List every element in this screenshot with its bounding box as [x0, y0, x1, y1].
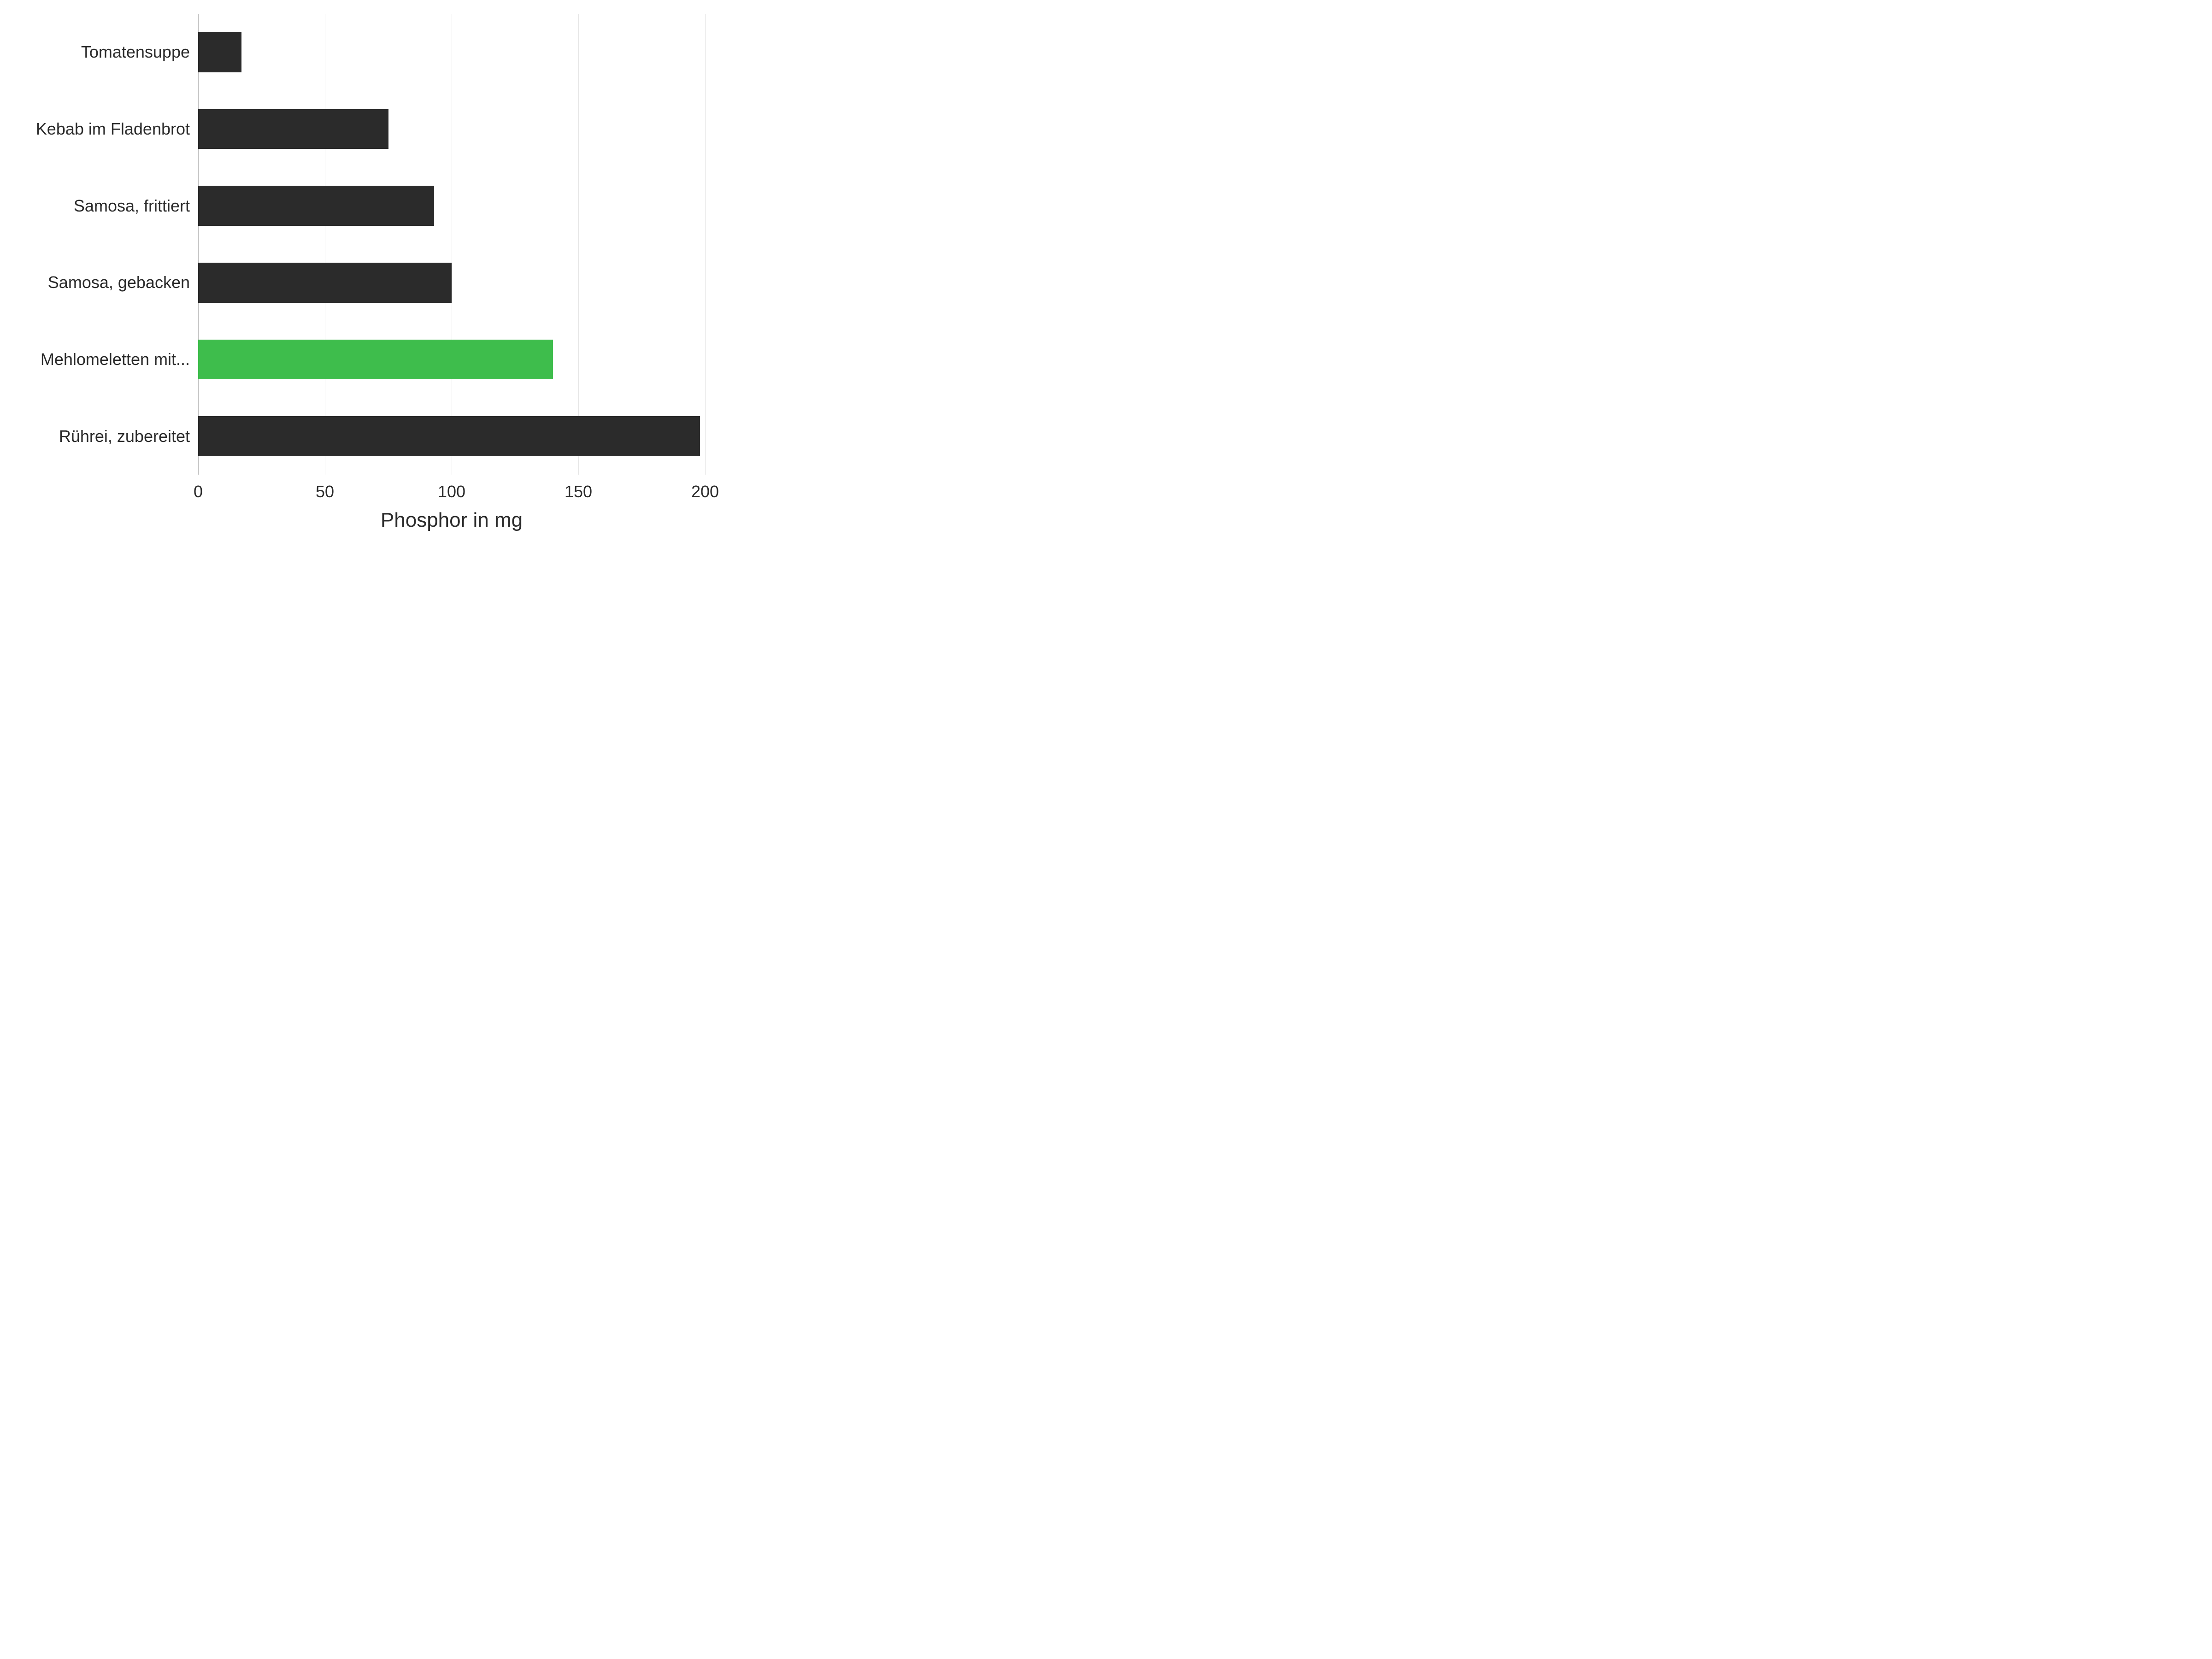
- x-tick-label: 0: [194, 482, 203, 501]
- bar-row: [198, 32, 705, 72]
- bar-row: [198, 416, 705, 456]
- bar: [198, 32, 241, 72]
- bar: [198, 263, 452, 303]
- x-tick-label: 100: [438, 482, 465, 501]
- category-label: Kebab im Fladenbrot: [36, 119, 190, 139]
- x-axis-title: Phosphor in mg: [381, 509, 523, 532]
- category-label: Mehlomeletten mit...: [41, 350, 190, 369]
- bar-row: [198, 109, 705, 149]
- bar: [198, 186, 434, 226]
- bar: [198, 109, 388, 149]
- x-tick-label: 50: [316, 482, 334, 501]
- x-tick-label: 150: [565, 482, 592, 501]
- chart: Phosphor in mg 050100150200TomatensuppeK…: [198, 14, 705, 475]
- gridline: [578, 14, 579, 475]
- x-tick-label: 200: [691, 482, 719, 501]
- category-label: Tomatensuppe: [81, 42, 190, 62]
- bar: [198, 416, 700, 456]
- bar-row: [198, 340, 705, 380]
- zero-line: [198, 14, 199, 475]
- category-label: Rührei, zubereitet: [59, 427, 190, 446]
- category-label: Samosa, frittiert: [74, 196, 190, 216]
- category-label: Samosa, gebacken: [48, 273, 190, 292]
- bar-row: [198, 263, 705, 303]
- plot-area: [198, 14, 705, 475]
- bar: [198, 340, 553, 380]
- gridline: [705, 14, 706, 475]
- bar-row: [198, 186, 705, 226]
